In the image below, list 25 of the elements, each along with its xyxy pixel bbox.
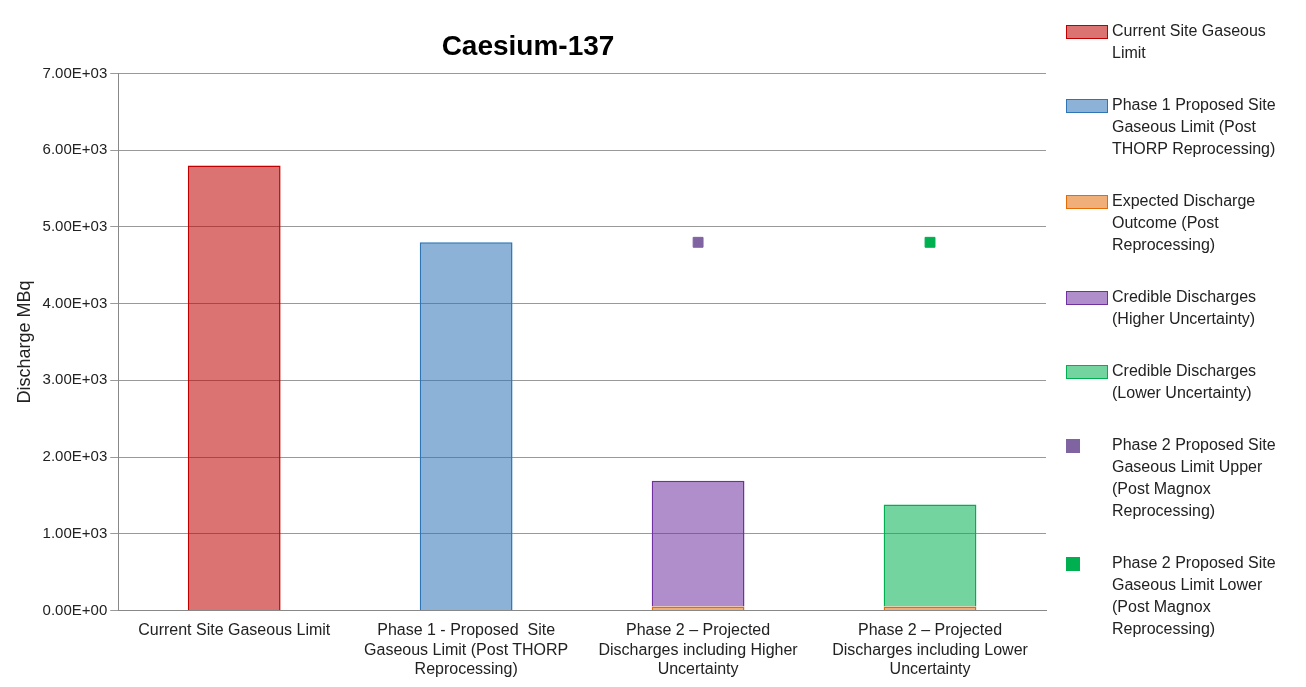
y-tick-label: 2.00E+03 — [42, 447, 108, 465]
legend-label: Credible Discharges (Lower Uncertainty) — [1112, 361, 1258, 403]
legend-label: Phase 2 Proposed Site Gaseous Limit Upper (Post Magnox Reprocessing) — [1112, 435, 1277, 521]
y-tick-label: 1.00E+03 — [42, 523, 108, 541]
y-tick-label: 7.00E+03 — [42, 63, 108, 81]
y-tick-label: 3.00E+03 — [42, 370, 108, 388]
y-axis-title: Discharge MBq — [13, 280, 34, 404]
bar — [419, 242, 513, 610]
y-tick-label: 6.00E+03 — [42, 140, 108, 158]
bar — [883, 504, 977, 607]
chart-title: Caesium-137 — [441, 29, 615, 61]
x-tick-label: Phase 2 – Projected Discharges including Higher Uncertainty — [598, 621, 799, 677]
legend-label: Phase 2 Proposed Site Gaseous Limit Lower (Post Magnox Reprocessing) — [1112, 553, 1277, 639]
x-tick-label: Current Site Gaseous Limit — [138, 621, 331, 639]
y-tick-label: 4.00E+03 — [42, 293, 108, 311]
x-tick-label: Phase 2 – Projected Discharges including Lower Uncertainty — [832, 621, 1029, 677]
bar — [187, 165, 281, 610]
legend-label: Phase 1 Proposed Site Gaseous Limit (Post THORP Reprocessing) — [1112, 95, 1277, 159]
legend-label: Expected Discharge Outcome (Post Reprocessing) — [1112, 191, 1257, 255]
bar — [651, 480, 745, 607]
y-tick-label: 5.00E+03 — [42, 217, 108, 235]
legend-label: Credible Discharges (Higher Uncertainty) — [1112, 287, 1258, 329]
legend-label: Current Site Gaseous Limit — [1112, 21, 1267, 63]
y-tick-label: 0.00E+00 — [42, 600, 108, 618]
x-tick-label: Phase 1 - Proposed Site Gaseous Limit (Post THORP Reprocessing) — [364, 621, 569, 677]
